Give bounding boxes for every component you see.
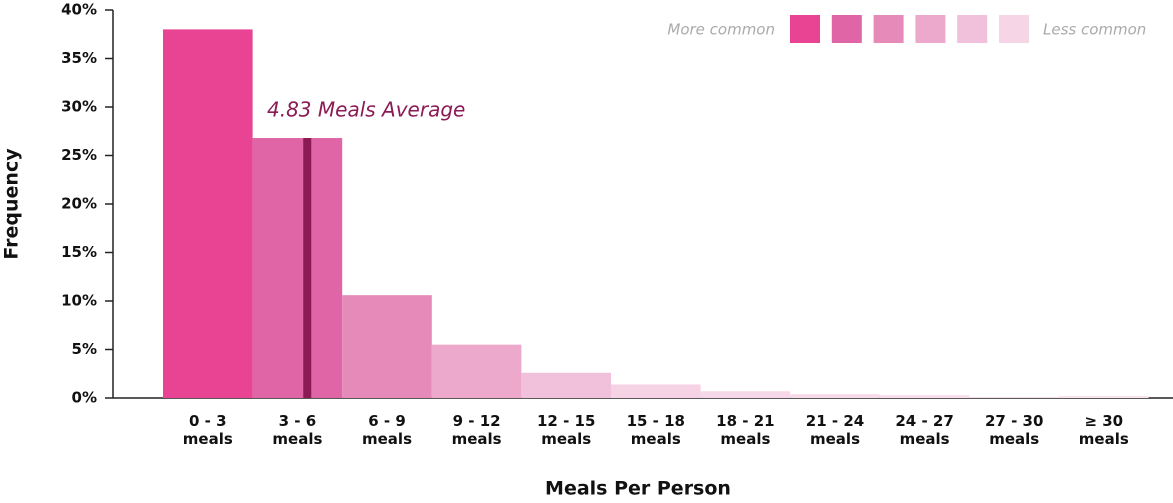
bar [521, 372, 611, 398]
bar [611, 384, 701, 398]
x-tick-label: 18 - 21 meals [716, 412, 775, 448]
x-tick-label: 24 - 27 meals [895, 412, 954, 448]
legend-swatch [790, 15, 820, 43]
y-tick-label: 10% [61, 292, 97, 310]
bar [163, 29, 253, 399]
y-tick-label: 15% [61, 243, 97, 261]
y-tick-label: 0% [72, 389, 97, 407]
x-tick-label: 0 - 3 meals [182, 412, 233, 448]
legend-swatch [831, 15, 862, 43]
bar [700, 391, 791, 398]
y-tick-label: 35% [61, 49, 97, 67]
legend-swatch [999, 15, 1029, 43]
bar [342, 295, 432, 398]
x-tick-label: 27 - 30 meals [984, 412, 1044, 448]
legend-label: More common [667, 21, 775, 39]
x-tick-label: ≥ 30 meals [1078, 412, 1129, 448]
y-tick-label: 25% [61, 146, 97, 164]
x-tick-label: 15 - 18 meals [626, 412, 685, 448]
average-label: 4.83 Meals Average [267, 98, 465, 122]
y-tick-label: 30% [61, 98, 97, 116]
x-tick-label: 12 - 15 meals [536, 412, 596, 448]
bar [879, 395, 970, 398]
legend-swatch [915, 15, 946, 43]
bar [969, 397, 1059, 398]
legend-swatch [957, 15, 988, 43]
x-tick-label: 9 - 12 meals [451, 412, 502, 448]
x-tick-label: 6 - 9 meals [362, 412, 412, 448]
bar [790, 394, 880, 398]
y-tick-label: 40% [61, 1, 97, 19]
bar [1059, 396, 1149, 398]
x-tick-label: 21 - 24 meals [805, 412, 865, 448]
x-tick-label: 3 - 6 meals [272, 412, 323, 448]
y-tick-label: 20% [61, 195, 97, 213]
legend-label: Less common [1043, 21, 1146, 39]
y-tick-label: 5% [72, 340, 97, 358]
y-axis-title: Frequency [1, 148, 23, 260]
legend-swatch [873, 15, 904, 43]
bar [252, 138, 343, 399]
x-axis-title: Meals Per Person [545, 478, 731, 500]
bar [431, 344, 522, 398]
